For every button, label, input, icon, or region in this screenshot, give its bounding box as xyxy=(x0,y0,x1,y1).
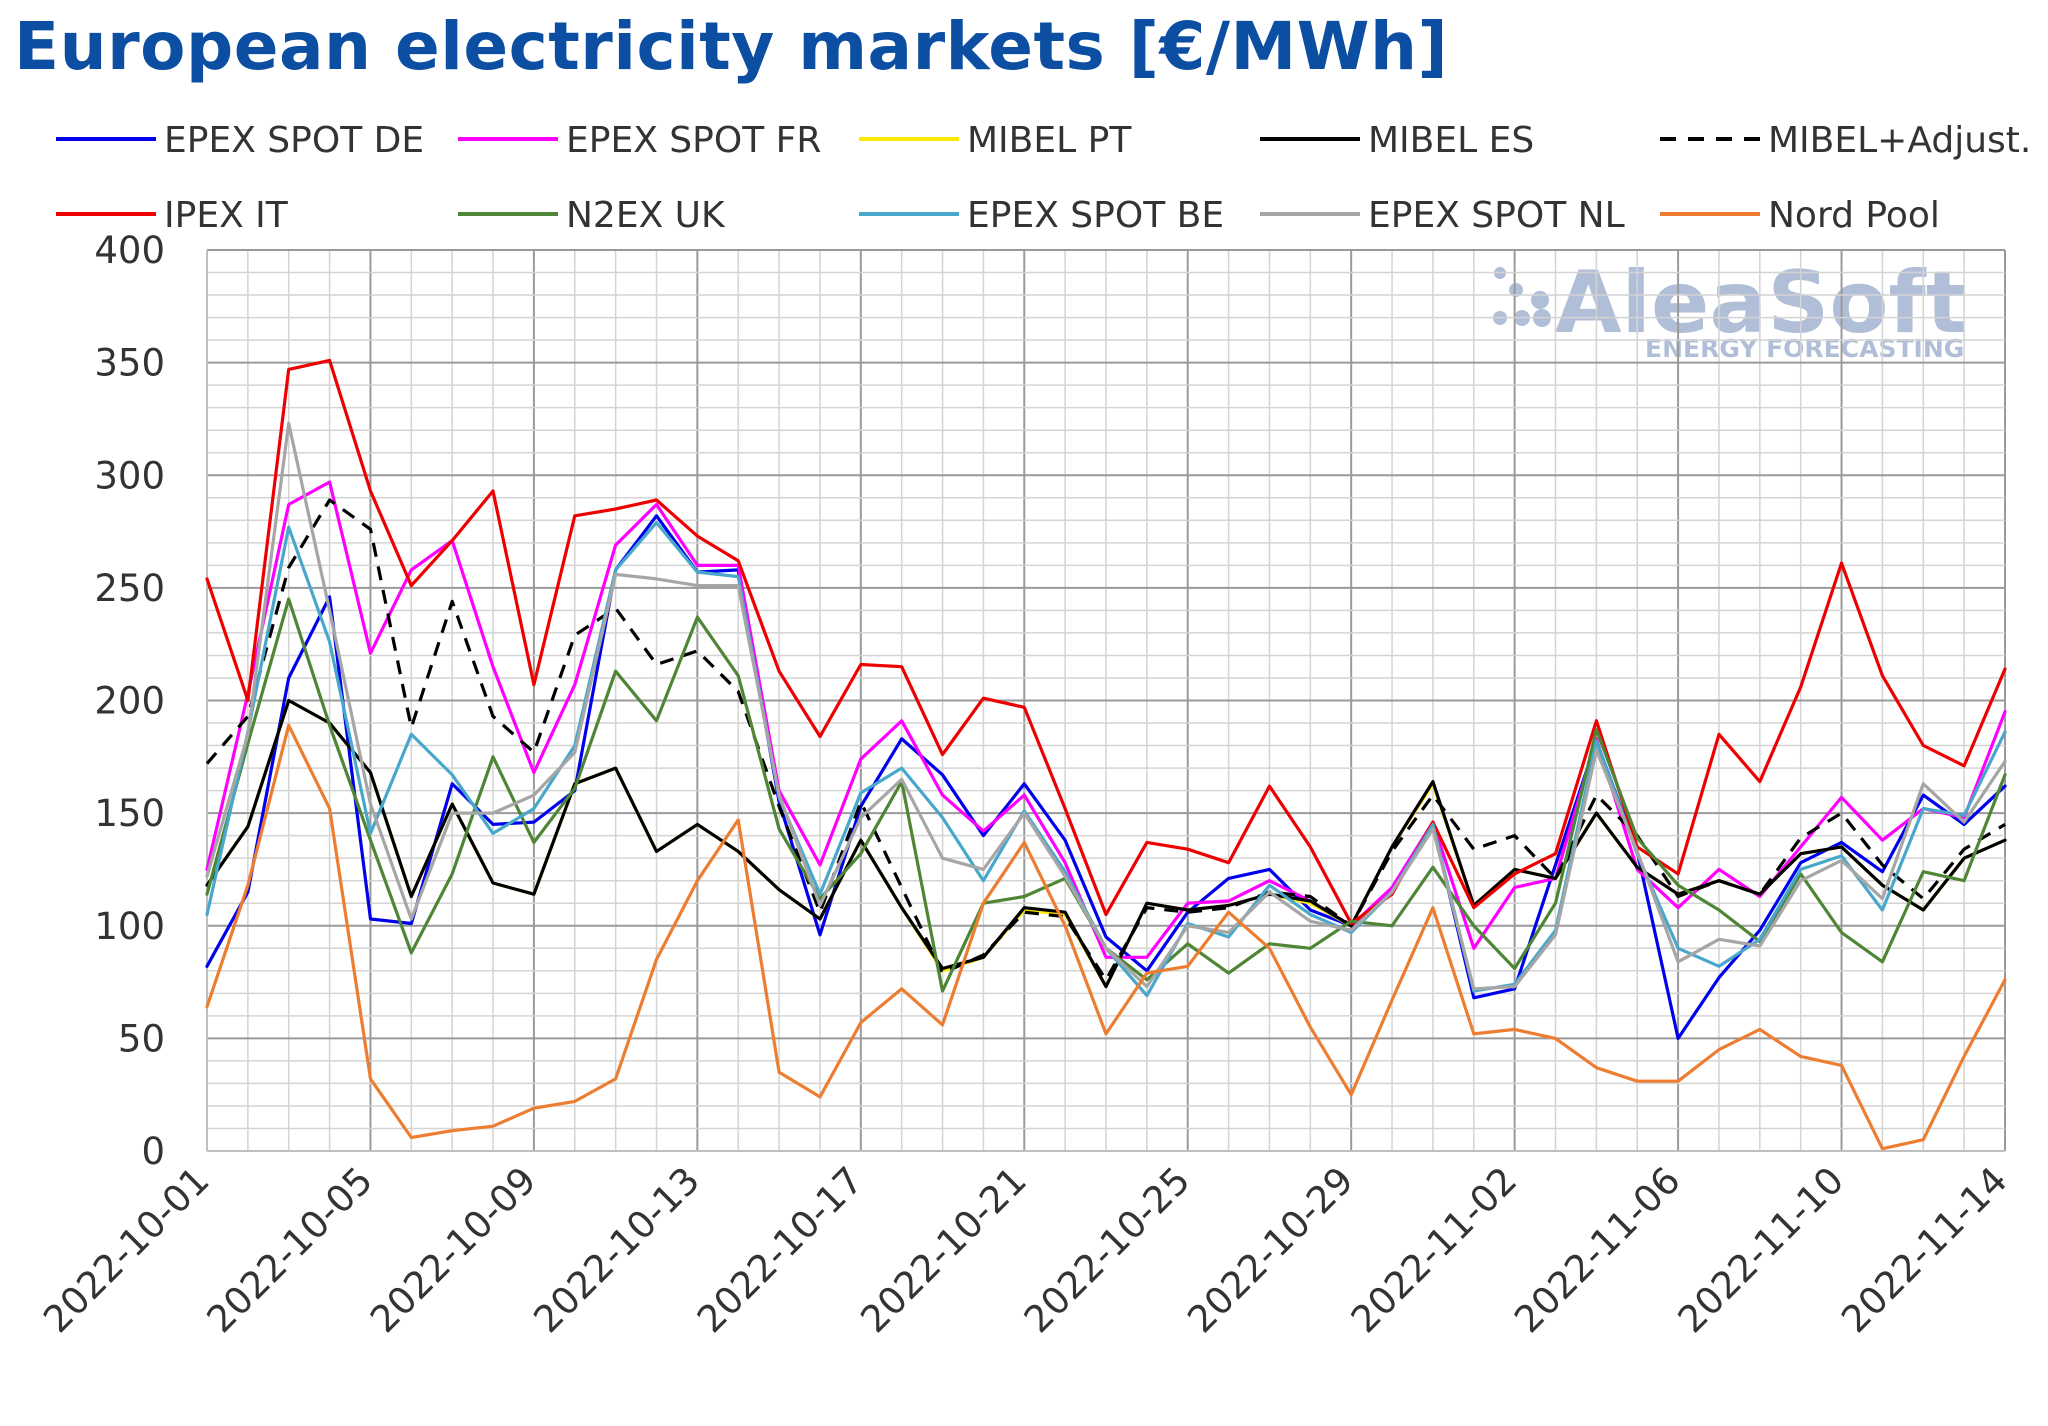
x-tick-label: 2022-10-17 xyxy=(689,1159,871,1341)
x-tick-label: 2022-10-21 xyxy=(852,1159,1034,1341)
x-tick-label: 2022-10-01 xyxy=(35,1159,217,1341)
x-tick-label: 2022-10-25 xyxy=(1016,1159,1198,1341)
x-tick-label: 2022-10-05 xyxy=(199,1159,381,1341)
legend-label: EPEX SPOT FR xyxy=(566,120,821,161)
y-tick-label: 400 xyxy=(94,229,165,272)
y-tick-label: 100 xyxy=(94,905,165,948)
y-tick-label: 250 xyxy=(94,567,165,610)
y-tick-label: 150 xyxy=(94,792,165,835)
legend-item-mibel-pt: MIBEL PT xyxy=(859,120,1132,161)
legend-item-epex-spot-de: EPEX SPOT DE xyxy=(56,120,424,161)
chart-title: European electricity markets [€/MWh] xyxy=(14,8,1449,85)
legend-item-mibel-adjust: MIBEL+Adjust. xyxy=(1660,120,2031,161)
chart-legend: EPEX SPOT DE EPEX SPOT FR MIBEL PT MIBEL ES… xyxy=(56,120,2031,236)
series-line-mibel-adjust xyxy=(205,498,2006,982)
legend-item-mibel-es: MIBEL ES xyxy=(1260,120,1534,161)
y-tick-label: 50 xyxy=(118,1017,165,1060)
legend-label: MIBEL ES xyxy=(1368,120,1534,161)
chart-grid xyxy=(206,249,2006,1151)
legend-label: EPEX SPOT BE xyxy=(967,195,1224,236)
legend-item-nord-pool: Nord Pool xyxy=(1660,195,1940,236)
watermark-brand: AleaSoft xyxy=(1555,253,1967,353)
x-tick-label: 2022-10-09 xyxy=(362,1159,544,1341)
legend-label: N2EX UK xyxy=(566,195,726,236)
series-line-ipex-it xyxy=(205,358,2007,926)
watermark-tagline: ENERGY FORECASTING xyxy=(1645,334,1964,363)
y-tick-label: 350 xyxy=(94,342,165,385)
x-tick-label: 2022-11-10 xyxy=(1670,1159,1852,1341)
legend-item-epex-spot-fr: EPEX SPOT FR xyxy=(458,120,821,161)
series-layer xyxy=(205,358,2007,1151)
series-line-nord-pool xyxy=(205,723,2007,1151)
legend-item-epex-spot-be: EPEX SPOT BE xyxy=(859,195,1224,236)
y-tick-label: 0 xyxy=(141,1130,165,1173)
legend-item-ipex-it: IPEX IT xyxy=(56,195,289,236)
x-tick-label: 2022-10-13 xyxy=(526,1159,708,1341)
series-line-epex-spot-fr xyxy=(205,480,2007,959)
legend-label: Nord Pool xyxy=(1768,195,1940,236)
series-line-epex-spot-nl xyxy=(205,421,2007,991)
y-tick-label: 200 xyxy=(94,680,165,723)
x-tick-label: 2022-10-29 xyxy=(1179,1159,1361,1341)
x-tick-label: 2022-11-02 xyxy=(1343,1159,1525,1341)
aleasoft-watermark: AleaSoft ENERGY FORECASTING xyxy=(1493,253,1967,363)
x-tick-label: 2022-11-14 xyxy=(1833,1159,2015,1341)
y-tick-label: 300 xyxy=(94,454,165,497)
legend-label: MIBEL PT xyxy=(967,120,1132,161)
legend-label: EPEX SPOT DE xyxy=(164,120,424,161)
legend-label: MIBEL+Adjust. xyxy=(1768,120,2031,161)
legend-label: EPEX SPOT NL xyxy=(1368,195,1625,236)
x-tick-label: 2022-11-06 xyxy=(1506,1159,1688,1341)
legend-label: IPEX IT xyxy=(164,195,289,236)
legend-item-n2ex-uk: N2EX UK xyxy=(458,195,726,236)
legend-item-epex-spot-nl: EPEX SPOT NL xyxy=(1260,195,1625,236)
